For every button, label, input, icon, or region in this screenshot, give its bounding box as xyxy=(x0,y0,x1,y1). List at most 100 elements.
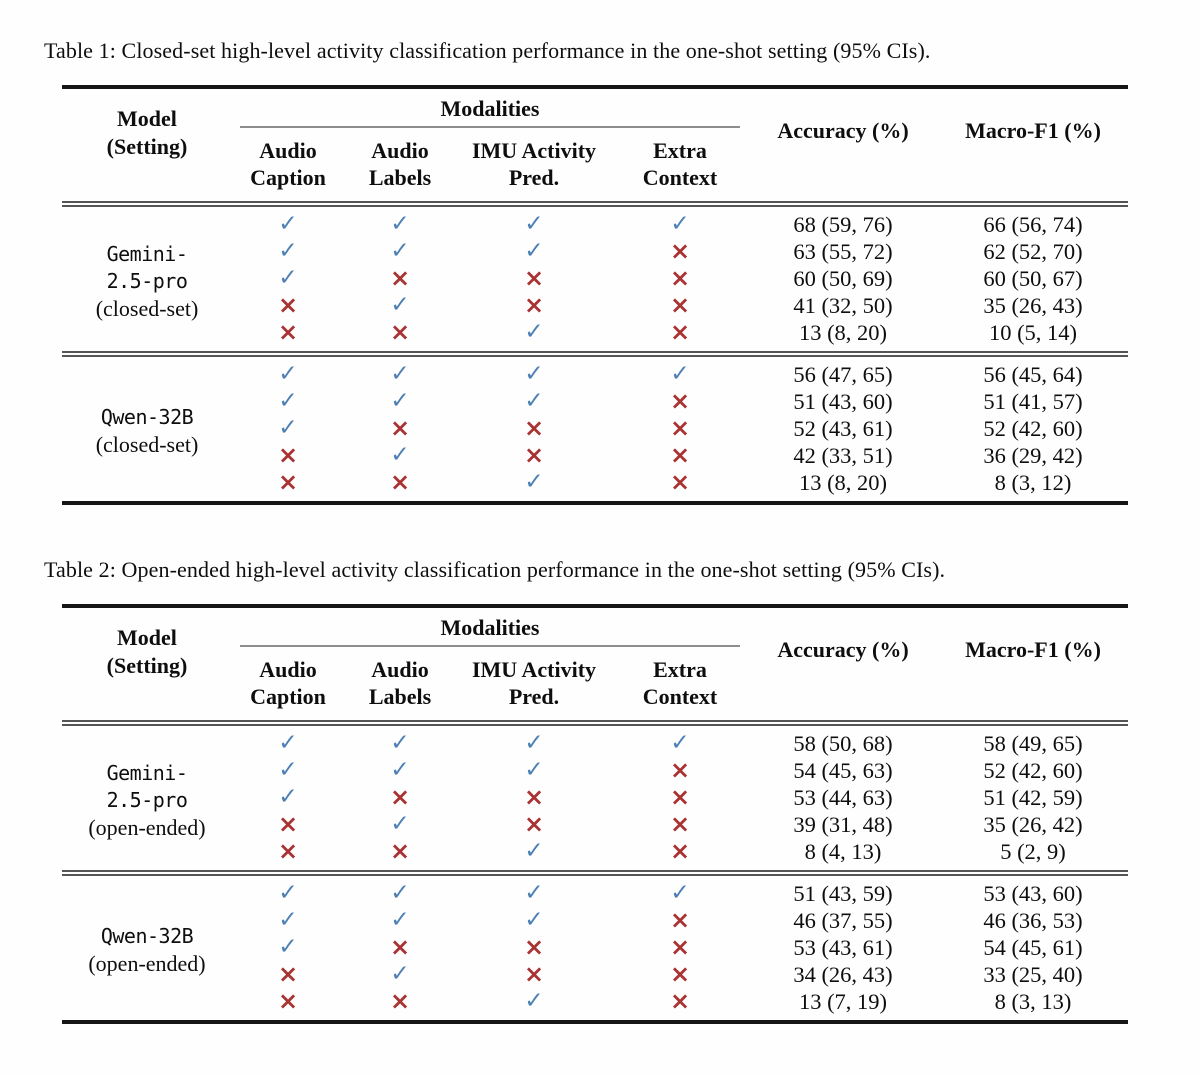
accuracy-value: 8 (4, 13) xyxy=(804,839,882,864)
check-icon: ✓ xyxy=(278,880,298,906)
col-header-imu-activity-pred: IMU Activity Pred. xyxy=(456,654,612,723)
model-block: Gemini- 2.5-pro (closed-set) ✓ ✓ ✓ ✓ 68 (59, 76… xyxy=(62,204,1128,354)
check-icon: ✓ xyxy=(278,907,298,933)
header-line: Labels xyxy=(368,165,432,190)
accuracy-value: 68 (59, 76) xyxy=(793,212,893,237)
check-icon: ✓ xyxy=(278,415,298,441)
header-line: Context xyxy=(642,165,718,190)
model-label: Qwen-32B (closed-set) xyxy=(62,354,232,503)
cross-icon: × xyxy=(669,756,691,784)
header-line: Audio xyxy=(371,657,429,682)
cross-icon: × xyxy=(389,933,411,961)
table-row: ✓ × × × 52 (43, 61) 52 (42, 60) xyxy=(62,415,1128,442)
accuracy-value: 34 (26, 43) xyxy=(793,962,893,987)
check-icon: ✓ xyxy=(278,238,298,264)
cross-icon: × xyxy=(277,318,299,346)
table-row: × ✓ × × 41 (32, 50) 35 (26, 43) xyxy=(62,292,1128,319)
check-icon: ✓ xyxy=(278,361,298,387)
cross-icon: × xyxy=(669,291,691,319)
macro-f1-value: 51 (41, 57) xyxy=(983,389,1083,414)
cross-icon: × xyxy=(669,933,691,961)
check-icon: ✓ xyxy=(670,730,690,756)
macro-f1-value: 8 (3, 13) xyxy=(994,989,1072,1014)
table-row: × × ✓ × 13 (7, 19) 8 (3, 13) xyxy=(62,988,1128,1022)
accuracy-value: 51 (43, 59) xyxy=(793,881,893,906)
cross-icon: × xyxy=(669,318,691,346)
macro-f1-value: 58 (49, 65) xyxy=(983,731,1083,756)
check-icon: ✓ xyxy=(278,388,298,414)
col-header-extra-context: Extra Context xyxy=(612,135,748,204)
macro-f1-value: 5 (2, 9) xyxy=(1000,839,1066,864)
table-row: × ✓ × × 34 (26, 43) 33 (25, 40) xyxy=(62,961,1128,988)
table-row: ✓ ✓ ✓ × 63 (55, 72) 62 (52, 70) xyxy=(62,238,1128,265)
accuracy-value: 13 (8, 20) xyxy=(798,320,888,345)
check-icon: ✓ xyxy=(390,961,410,987)
header-line: Audio xyxy=(371,138,429,163)
check-icon: ✓ xyxy=(524,757,544,783)
header-line: Caption xyxy=(250,684,326,709)
col-header-audio-labels: Audio Labels xyxy=(344,135,456,204)
col-header-imu-activity-pred: IMU Activity Pred. xyxy=(456,135,612,204)
macro-f1-value: 52 (42, 60) xyxy=(983,758,1083,783)
accuracy-value: 53 (43, 61) xyxy=(793,935,893,960)
model-setting-line: (closed-set) xyxy=(95,432,199,457)
model-block: Qwen-32B (closed-set) ✓ ✓ ✓ ✓ 56 (47, 65) 56 (4… xyxy=(62,354,1128,503)
check-icon: ✓ xyxy=(278,784,298,810)
cross-icon: × xyxy=(669,987,691,1015)
model-name-line: 2.5-pro xyxy=(106,268,188,293)
accuracy-value: 63 (55, 72) xyxy=(793,239,893,264)
model-name-line: 2.5-pro xyxy=(106,787,188,812)
model-setting-line: (closed-set) xyxy=(95,295,199,321)
macro-f1-value: 66 (56, 74) xyxy=(983,212,1083,237)
model-block: Gemini- 2.5-pro (open-ended) ✓ ✓ ✓ ✓ 58 (50, 68… xyxy=(62,723,1128,873)
header-line: Audio xyxy=(259,138,317,163)
accuracy-value: 52 (43, 61) xyxy=(793,416,893,441)
col-header-macro-f1: Macro-F1 (%) xyxy=(965,636,1101,662)
cross-icon: × xyxy=(277,468,299,496)
check-icon: ✓ xyxy=(524,319,544,345)
table-row: × ✓ × × 42 (33, 51) 36 (29, 42) xyxy=(62,442,1128,469)
check-icon: ✓ xyxy=(390,811,410,837)
check-icon: ✓ xyxy=(524,238,544,264)
table-row: ✓ × × × 53 (43, 61) 54 (45, 61) xyxy=(62,934,1128,961)
check-icon: ✓ xyxy=(390,361,410,387)
macro-f1-value: 53 (43, 60) xyxy=(983,881,1083,906)
cross-icon: × xyxy=(523,960,545,988)
table-2: Model (Setting) Modalities Accuracy (%) … xyxy=(62,604,1128,1024)
check-icon: ✓ xyxy=(390,907,410,933)
macro-f1-value: 8 (3, 12) xyxy=(994,470,1072,495)
check-icon: ✓ xyxy=(670,361,690,387)
cross-icon: × xyxy=(669,810,691,838)
macro-f1-value: 52 (42, 60) xyxy=(983,416,1083,441)
cross-icon: × xyxy=(669,783,691,811)
cross-icon: × xyxy=(277,441,299,469)
check-icon: ✓ xyxy=(390,388,410,414)
table-2-caption: Table 2: Open-ended high-level activity … xyxy=(44,557,946,582)
col-header-model-line: Model xyxy=(117,625,177,650)
accuracy-value: 53 (44, 63) xyxy=(793,785,893,810)
macro-f1-value: 35 (26, 43) xyxy=(983,293,1083,318)
col-header-extra-context: Extra Context xyxy=(612,654,748,723)
macro-f1-value: 51 (42, 59) xyxy=(983,785,1083,810)
model-name-line: Qwen-32B xyxy=(100,924,194,948)
cross-icon: × xyxy=(669,387,691,415)
accuracy-value: 46 (37, 55) xyxy=(793,908,893,933)
check-icon: ✓ xyxy=(390,880,410,906)
table-1-header: Model (Setting) Modalities Accuracy (%) … xyxy=(62,87,1128,204)
col-header-audio-labels: Audio Labels xyxy=(344,654,456,723)
header-line: Labels xyxy=(368,684,432,709)
accuracy-value: 13 (7, 19) xyxy=(798,989,888,1014)
table-row: ✓ ✓ ✓ × 54 (45, 63) 52 (42, 60) xyxy=(62,757,1128,784)
cross-icon: × xyxy=(523,291,545,319)
accuracy-value: 41 (32, 50) xyxy=(793,293,893,318)
model-name-line: Qwen-32B xyxy=(100,405,194,429)
table-row: Qwen-32B (closed-set) ✓ ✓ ✓ ✓ 56 (47, 65) 56 (4… xyxy=(62,354,1128,457)
col-header-audio-caption: Audio Caption xyxy=(232,654,344,723)
macro-f1-value: 36 (29, 42) xyxy=(983,443,1083,468)
table-row: × × ✓ × 8 (4, 13) 5 (2, 9) xyxy=(62,838,1128,873)
cross-icon: × xyxy=(389,987,411,1015)
col-header-audio-caption: Audio Caption xyxy=(232,135,344,204)
check-icon: ✓ xyxy=(278,934,298,960)
check-icon: ✓ xyxy=(524,838,544,864)
cross-icon: × xyxy=(389,264,411,292)
